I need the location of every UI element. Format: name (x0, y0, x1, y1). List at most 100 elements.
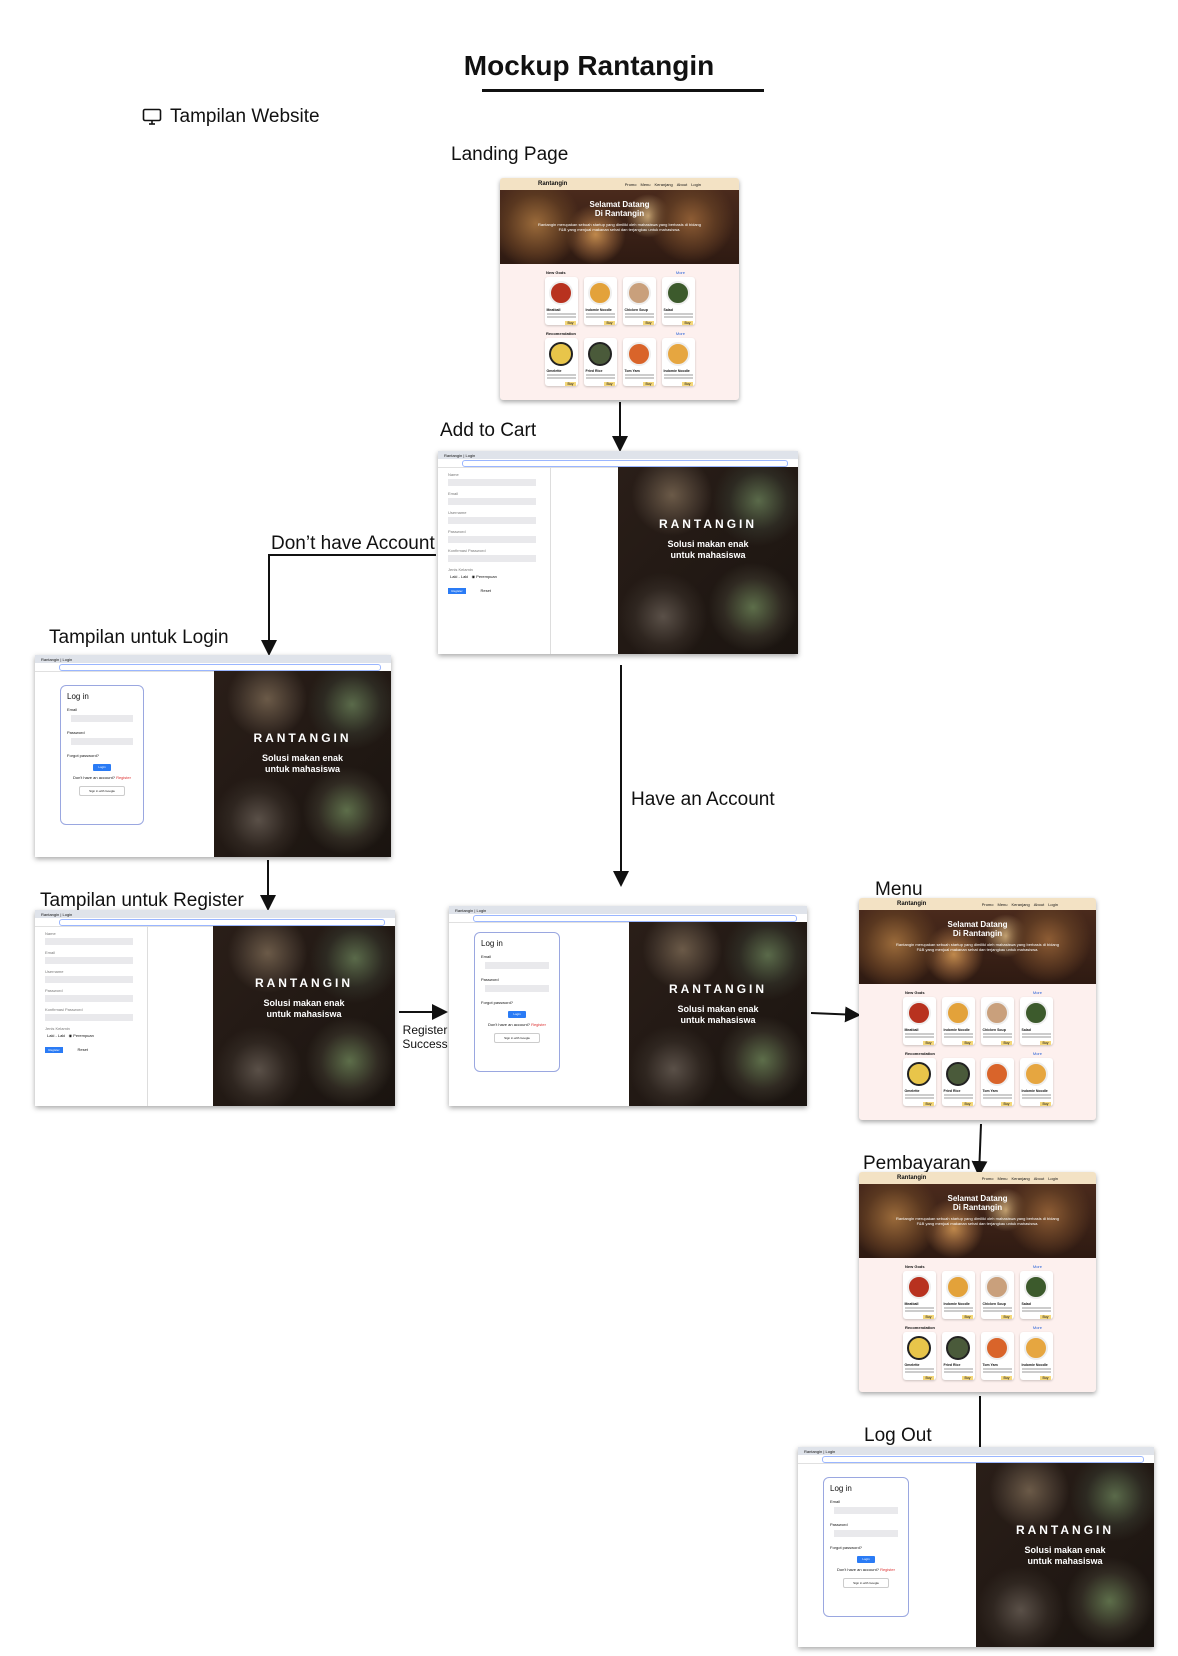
browser-tab[interactable]: Rantangin | Login (41, 911, 73, 917)
reset-button[interactable]: Reset (77, 1047, 88, 1052)
more-link[interactable]: More (675, 331, 685, 336)
food-card[interactable]: Salad Buy (1019, 1271, 1053, 1319)
buy-button[interactable]: Buy (604, 321, 615, 325)
buy-button[interactable]: Buy (682, 382, 693, 386)
browser-tab[interactable]: Rantangin | Login (444, 452, 476, 458)
buy-button[interactable]: Buy (1001, 1041, 1012, 1045)
email-field[interactable] (485, 962, 549, 969)
google-signin-button[interactable]: Sign in with Google (79, 786, 125, 796)
nav-link-promo[interactable]: Promo (981, 901, 994, 907)
nav-link-keranjang[interactable]: Keranjang (1011, 1175, 1030, 1181)
register-link[interactable]: Register (880, 1567, 895, 1572)
address-bar[interactable] (59, 663, 381, 671)
nav-link-about[interactable]: About (1033, 1175, 1045, 1181)
nav-link-login[interactable]: Login (1048, 901, 1058, 907)
buy-button[interactable]: Buy (923, 1102, 934, 1106)
gender-option-female[interactable]: Perempuan (476, 574, 497, 579)
buy-button[interactable]: Buy (1001, 1315, 1012, 1319)
nav-link-login[interactable]: Login (691, 181, 701, 187)
nav-link-about[interactable]: About (676, 181, 688, 187)
food-card[interactable]: Salad Buy (1019, 997, 1053, 1045)
buy-button[interactable]: Buy (1040, 1041, 1051, 1045)
more-link[interactable]: More (1032, 1264, 1042, 1269)
nav-link-promo[interactable]: Promo (981, 1175, 994, 1181)
password-field[interactable] (45, 995, 133, 1002)
more-link[interactable]: More (1032, 1051, 1042, 1056)
reset-button[interactable]: Reset (480, 588, 491, 593)
buy-button[interactable]: Buy (643, 321, 654, 325)
address-bar[interactable] (462, 459, 788, 467)
address-bar[interactable] (473, 914, 797, 922)
buy-button[interactable]: Buy (962, 1102, 973, 1106)
buy-button[interactable]: Buy (1040, 1376, 1051, 1380)
nav-link-about[interactable]: About (1033, 901, 1045, 907)
browser-tab[interactable]: Rantangin | Login (455, 907, 487, 913)
buy-button[interactable]: Buy (565, 321, 576, 325)
food-card[interactable]: Chicken Soup Buy (980, 997, 1014, 1045)
food-card[interactable]: Indomie Noodle Buy (1019, 1058, 1053, 1106)
forgot-password-link[interactable]: Forgot password? (830, 1545, 863, 1550)
buy-button[interactable]: Buy (962, 1041, 973, 1045)
login-button[interactable]: Login (508, 1011, 526, 1018)
food-card[interactable]: Tom Yam Buy (980, 1058, 1014, 1106)
register-button[interactable]: Register (448, 588, 466, 594)
confirm-password-field[interactable] (45, 1014, 133, 1021)
food-card[interactable]: Indomie Noodle Buy (583, 277, 617, 325)
food-card[interactable]: Indomie Noodle Buy (661, 338, 695, 386)
address-bar[interactable] (59, 918, 385, 926)
register-link[interactable]: Register (116, 775, 131, 780)
food-card[interactable]: Omelette Buy (902, 1332, 936, 1380)
food-card[interactable]: Omelette Buy (544, 338, 578, 386)
browser-tab[interactable]: Rantangin | Login (41, 656, 73, 662)
food-card[interactable]: Tom Yam Buy (980, 1332, 1014, 1380)
buy-button[interactable]: Buy (1001, 1376, 1012, 1380)
buy-button[interactable]: Buy (604, 382, 615, 386)
food-card[interactable]: Fried Rice Buy (583, 338, 617, 386)
buy-button[interactable]: Buy (565, 382, 576, 386)
nav-link-promo[interactable]: Promo (624, 181, 637, 187)
food-card[interactable]: Chicken Soup Buy (622, 277, 656, 325)
buy-button[interactable]: Buy (1040, 1102, 1051, 1106)
google-signin-button[interactable]: Sign in with Google (843, 1578, 889, 1588)
email-field[interactable] (71, 715, 133, 722)
register-button[interactable]: Register (45, 1047, 63, 1053)
buy-button[interactable]: Buy (923, 1376, 934, 1380)
food-card[interactable]: Indomie Noodle Buy (941, 1271, 975, 1319)
more-link[interactable]: More (1032, 1325, 1042, 1330)
gender-radios[interactable]: Laki - Laki ◉ Perempuan (450, 574, 497, 579)
email-field[interactable] (448, 498, 536, 505)
gender-radios[interactable]: Laki - Laki ◉ Perempuan (47, 1033, 94, 1038)
food-card[interactable]: Fried Rice Buy (941, 1058, 975, 1106)
gender-option-female[interactable]: Perempuan (73, 1033, 94, 1038)
confirm-password-field[interactable] (448, 555, 536, 562)
gender-option-male[interactable]: Laki - Laki (450, 574, 469, 579)
forgot-password-link[interactable]: Forgot password? (481, 1000, 514, 1005)
login-button[interactable]: Login (93, 764, 111, 771)
nav-link-menu[interactable]: Menu (997, 1175, 1008, 1181)
register-link[interactable]: Register (531, 1022, 546, 1027)
username-field[interactable] (448, 517, 536, 524)
food-card[interactable]: Meatball Buy (902, 997, 936, 1045)
password-field[interactable] (448, 536, 536, 543)
food-card[interactable]: Meatball Buy (544, 277, 578, 325)
login-button[interactable]: Login (857, 1556, 875, 1563)
food-card[interactable]: Meatball Buy (902, 1271, 936, 1319)
food-card[interactable]: Omelette Buy (902, 1058, 936, 1106)
nav-link-menu[interactable]: Menu (640, 181, 651, 187)
buy-button[interactable]: Buy (923, 1041, 934, 1045)
nav-link-menu[interactable]: Menu (997, 901, 1008, 907)
nav-link-keranjang[interactable]: Keranjang (654, 181, 673, 187)
buy-button[interactable]: Buy (1040, 1315, 1051, 1319)
name-field[interactable] (45, 938, 133, 945)
buy-button[interactable]: Buy (962, 1376, 973, 1380)
food-card[interactable]: Indomie Noodle Buy (941, 997, 975, 1045)
password-field[interactable] (485, 985, 549, 992)
buy-button[interactable]: Buy (682, 321, 693, 325)
email-field[interactable] (45, 957, 133, 964)
more-link[interactable]: More (1032, 990, 1042, 995)
buy-button[interactable]: Buy (643, 382, 654, 386)
password-field[interactable] (71, 738, 133, 745)
food-card[interactable]: Indomie Noodle Buy (1019, 1332, 1053, 1380)
nav-link-keranjang[interactable]: Keranjang (1011, 901, 1030, 907)
food-card[interactable]: Chicken Soup Buy (980, 1271, 1014, 1319)
